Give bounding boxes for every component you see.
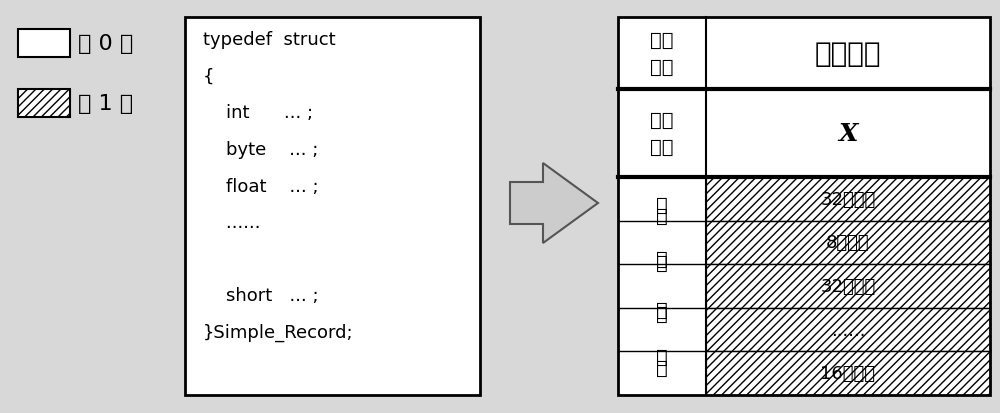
Text: 数据
类型: 数据 类型: [650, 31, 674, 76]
Bar: [18, 30, 70, 58]
Text: 第 0 层: 第 0 层: [78, 34, 133, 54]
Text: 32位数据: 32位数据: [820, 190, 876, 208]
Bar: [618, 18, 706, 90]
Bar: [706, 265, 990, 308]
Bar: [18, 90, 70, 118]
Bar: [706, 221, 990, 265]
Bar: [618, 221, 706, 265]
Text: 8位数据: 8位数据: [826, 234, 870, 252]
Bar: [618, 351, 706, 395]
Text: typedef  struct: typedef struct: [203, 31, 336, 49]
Text: float    ... ;: float ... ;: [203, 177, 319, 195]
Bar: [706, 351, 990, 395]
Text: 记录类型: 记录类型: [815, 40, 881, 68]
Text: 元

素

类

型: 元 素 类 型: [656, 206, 668, 366]
Text: 型: 型: [656, 358, 668, 377]
Bar: [618, 308, 706, 351]
Text: ......: ......: [831, 321, 865, 339]
Bar: [618, 90, 706, 178]
Text: 素: 素: [656, 249, 668, 268]
Text: short   ... ;: short ... ;: [203, 287, 319, 305]
Bar: [706, 18, 990, 90]
Text: int      ... ;: int ... ;: [203, 104, 313, 122]
Text: 16位数据: 16位数据: [820, 364, 876, 382]
Text: {: {: [203, 67, 214, 85]
Bar: [706, 90, 990, 178]
Bar: [618, 18, 990, 395]
Text: 元素
个数: 元素 个数: [650, 111, 674, 157]
Text: 元: 元: [656, 195, 668, 214]
Bar: [706, 178, 990, 221]
Text: X: X: [838, 122, 858, 146]
Bar: [618, 178, 706, 221]
Polygon shape: [510, 164, 598, 243]
Bar: [618, 265, 706, 308]
Text: byte    ... ;: byte ... ;: [203, 140, 318, 159]
Text: 类: 类: [656, 304, 668, 323]
Text: ......: ......: [203, 214, 260, 232]
Bar: [706, 308, 990, 351]
Text: 32位数据: 32位数据: [820, 277, 876, 295]
Text: 第 1 层: 第 1 层: [78, 94, 133, 114]
Text: }Simple_Record;: }Simple_Record;: [203, 323, 354, 342]
Bar: [185, 18, 480, 395]
